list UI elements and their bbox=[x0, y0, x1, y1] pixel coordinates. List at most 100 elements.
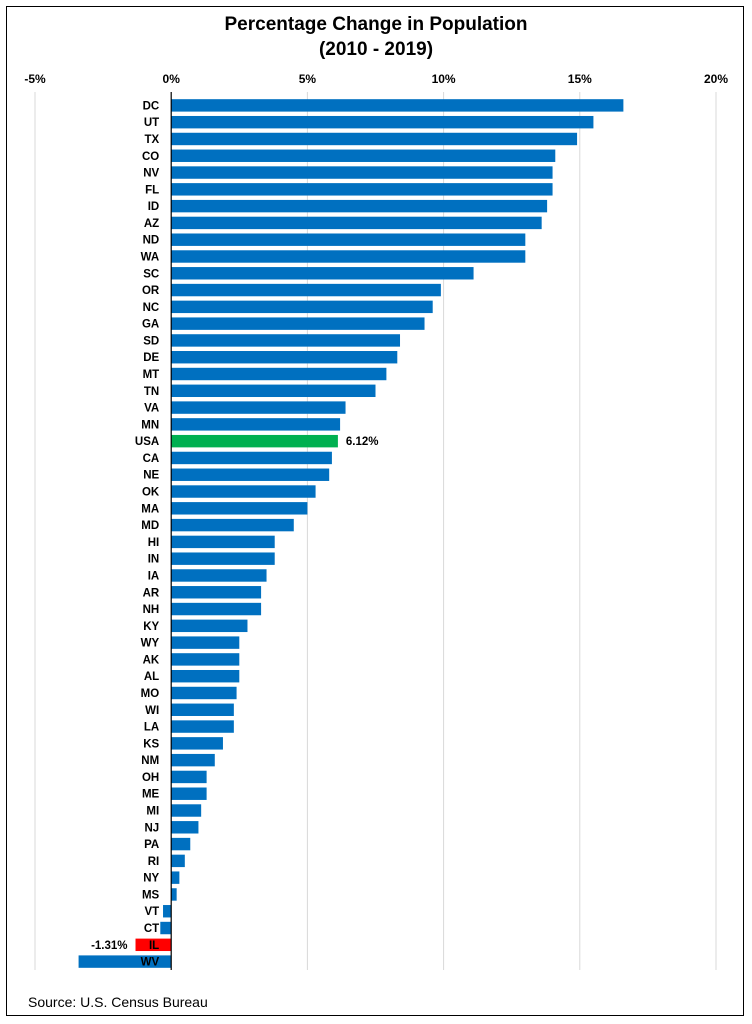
category-label: RI bbox=[148, 856, 160, 868]
data-label: -1.31% bbox=[91, 940, 127, 952]
category-label: WA bbox=[141, 251, 160, 263]
category-label: OR bbox=[142, 285, 160, 297]
bar-tx bbox=[171, 132, 578, 146]
category-label: IL bbox=[149, 940, 159, 952]
bar-ia bbox=[171, 569, 267, 582]
data-label: 6.12% bbox=[346, 436, 379, 448]
bar-de bbox=[171, 351, 398, 364]
category-label: MD bbox=[141, 520, 159, 532]
category-label: UT bbox=[144, 117, 159, 129]
bar-nd bbox=[171, 233, 526, 246]
category-label: MT bbox=[143, 369, 160, 381]
bar-sd bbox=[171, 334, 401, 347]
bar-ky bbox=[171, 619, 248, 633]
category-label: MN bbox=[141, 419, 159, 431]
category-label: CA bbox=[143, 453, 160, 465]
bar-ri bbox=[171, 854, 185, 868]
bar-ok bbox=[171, 485, 316, 498]
category-label: CO bbox=[142, 151, 159, 163]
bar-ar bbox=[171, 586, 262, 599]
category-label: MI bbox=[146, 806, 159, 818]
bar-wi bbox=[171, 703, 234, 716]
bar-il bbox=[135, 938, 172, 952]
category-label: DE bbox=[143, 352, 159, 364]
bar-hi bbox=[171, 535, 275, 549]
chart-subtitle: (2010 - 2019) bbox=[318, 39, 434, 60]
bar-me bbox=[171, 787, 207, 800]
category-label: MS bbox=[142, 889, 160, 901]
category-label: SC bbox=[143, 268, 159, 280]
x-tick-label: 15% bbox=[568, 72, 592, 86]
x-tick-label: 10% bbox=[432, 72, 456, 86]
bar-mi bbox=[171, 804, 202, 817]
bar-nm bbox=[171, 753, 215, 767]
category-label: KY bbox=[143, 621, 159, 633]
category-label: GA bbox=[142, 319, 159, 331]
category-label: OK bbox=[142, 487, 160, 499]
category-label: KS bbox=[143, 738, 159, 750]
bar-nc bbox=[171, 300, 433, 314]
category-label: NV bbox=[143, 168, 159, 180]
bar-md bbox=[171, 518, 294, 532]
category-label: NM bbox=[141, 755, 159, 767]
category-label: WV bbox=[141, 957, 160, 969]
bar-az bbox=[171, 216, 542, 230]
chart-title: Percentage Change in Population bbox=[224, 14, 528, 35]
bar-ne bbox=[171, 468, 330, 481]
bar-fl bbox=[171, 183, 553, 196]
category-label: NE bbox=[143, 470, 159, 482]
bar-nh bbox=[171, 602, 262, 616]
bar-ct bbox=[160, 921, 172, 935]
bar-tn bbox=[171, 384, 376, 398]
bar-ga bbox=[171, 317, 425, 330]
category-label: ND bbox=[143, 235, 160, 247]
category-label: IA bbox=[148, 570, 160, 582]
category-label: NC bbox=[143, 302, 160, 314]
bar-wa bbox=[171, 250, 526, 263]
bar-ca bbox=[171, 451, 332, 465]
category-label: AZ bbox=[144, 218, 159, 230]
bar-in bbox=[171, 552, 275, 565]
category-label: AK bbox=[143, 654, 160, 666]
bar-al bbox=[171, 669, 240, 683]
x-tick-label: 20% bbox=[704, 72, 728, 86]
bar-oh bbox=[171, 770, 207, 784]
category-label: OH bbox=[142, 772, 159, 784]
category-label: TN bbox=[144, 386, 159, 398]
bar-co bbox=[171, 149, 556, 162]
bar-usa bbox=[171, 434, 338, 448]
category-label: AL bbox=[144, 671, 159, 683]
category-label: VA bbox=[144, 403, 159, 415]
bar-mn bbox=[171, 418, 341, 431]
category-label: LA bbox=[144, 722, 159, 734]
bar-ms bbox=[171, 888, 177, 901]
category-label: NH bbox=[143, 604, 160, 616]
bar-vt bbox=[163, 905, 172, 918]
category-label: MA bbox=[141, 503, 159, 515]
category-label: TX bbox=[144, 134, 159, 146]
category-label: HI bbox=[148, 537, 160, 549]
category-label: NY bbox=[143, 873, 159, 885]
x-tick-label: 0% bbox=[163, 72, 181, 86]
bar-mo bbox=[171, 686, 237, 700]
source-note: Source: U.S. Census Bureau bbox=[28, 994, 208, 1010]
bar-id bbox=[171, 199, 548, 213]
category-label: SD bbox=[143, 335, 159, 347]
bar-ks bbox=[171, 737, 223, 750]
category-label: WY bbox=[141, 638, 160, 650]
category-label: AR bbox=[143, 587, 160, 599]
x-tick-label: -5% bbox=[24, 72, 46, 86]
bar-wy bbox=[171, 636, 240, 649]
chart-title-block: Percentage Change in Population (2010 - … bbox=[0, 12, 752, 62]
bar-nj bbox=[171, 821, 199, 834]
category-label: MO bbox=[141, 688, 160, 700]
category-label: IN bbox=[148, 554, 160, 566]
bar-wv bbox=[78, 955, 172, 968]
bar-la bbox=[171, 720, 234, 733]
bar-mt bbox=[171, 367, 387, 381]
bar-ak bbox=[171, 653, 240, 666]
bar-sc bbox=[171, 267, 474, 280]
category-label: CT bbox=[144, 923, 159, 935]
category-label: VT bbox=[144, 906, 159, 918]
